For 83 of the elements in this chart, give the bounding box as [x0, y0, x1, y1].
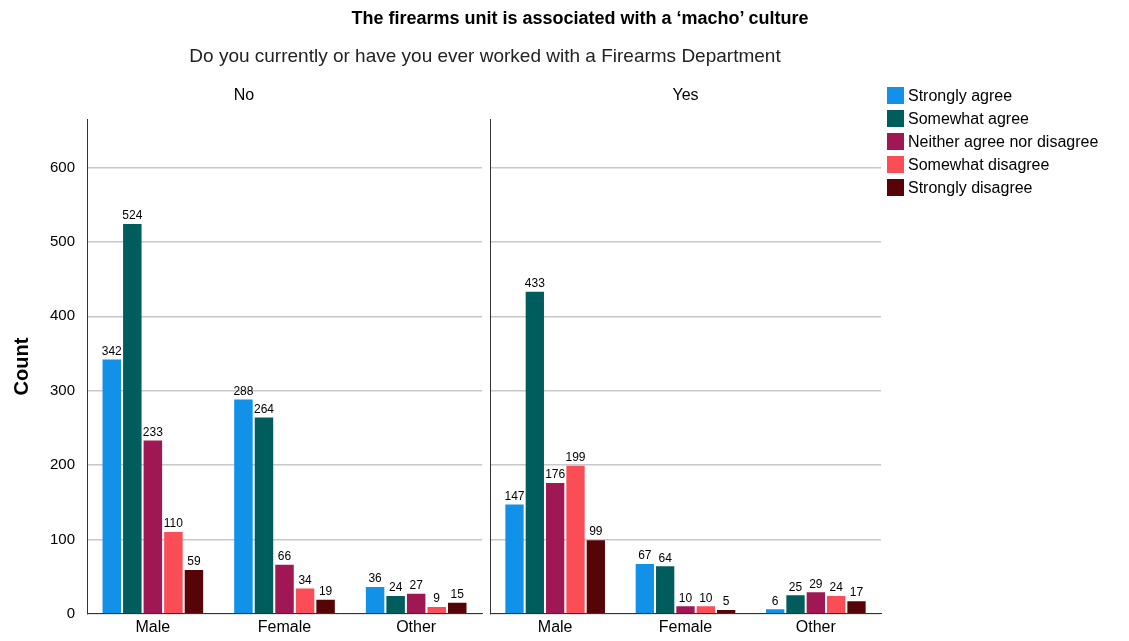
text: Do you currently or have you ever worked with a Firearms Department [188, 45, 782, 67]
data-label: 36 [368, 571, 383, 586]
bar [847, 601, 866, 614]
bar [275, 564, 294, 614]
data-label: 6 [771, 593, 779, 608]
data-label: 15 [450, 586, 465, 601]
data-label: 433 [524, 276, 546, 291]
data-label: 5 [722, 594, 730, 609]
data-label: 24 [829, 580, 844, 595]
bar [365, 587, 385, 614]
data-label: 34 [298, 572, 313, 587]
bar [827, 595, 846, 614]
bar [696, 606, 715, 614]
x-tick-label: Female [658, 617, 713, 635]
x-tick-label: Female [257, 617, 312, 635]
bar [656, 566, 675, 614]
x-tick-label: Male [537, 617, 573, 635]
data-label: 19 [318, 583, 333, 598]
y-tick-label: 400 [50, 306, 76, 324]
data-label: 99 [589, 524, 603, 539]
data-label: 288 [233, 383, 254, 398]
bar [546, 482, 565, 614]
y-tick-label: 500 [50, 232, 76, 250]
bar [505, 504, 524, 614]
data-label: 342 [101, 343, 123, 358]
data-label: 67 [638, 548, 652, 563]
data-label: 264 [253, 401, 275, 416]
bar [676, 606, 695, 614]
bar [295, 588, 315, 614]
chart-title: Yes [672, 86, 699, 104]
bar [635, 563, 654, 614]
bar [143, 440, 163, 614]
bar [786, 595, 805, 614]
bar [448, 602, 467, 614]
bar [102, 359, 122, 614]
bar [234, 399, 253, 614]
bar [254, 417, 274, 614]
data-label: 59 [187, 554, 201, 569]
x-tick-label: Other [396, 617, 437, 635]
bar [427, 607, 446, 614]
bar [766, 609, 785, 614]
data-label: 524 [122, 208, 143, 223]
data-label: 110 [163, 516, 184, 531]
bar [566, 465, 585, 614]
bar [164, 531, 183, 614]
data-label: 27 [409, 578, 424, 593]
data-label: 66 [277, 549, 292, 564]
legend-label: Strongly agree [908, 86, 1013, 106]
data-label: 9 [433, 591, 441, 606]
bar [717, 610, 736, 614]
bar [386, 595, 405, 614]
data-label: 29 [809, 576, 823, 591]
y-tick-label: 300 [50, 380, 76, 398]
legend-label: Somewhat disagree [908, 155, 1050, 175]
bar [123, 224, 142, 614]
x-tick-label: Male [135, 617, 171, 635]
bar [406, 593, 426, 614]
y-tick-label: 600 [50, 157, 76, 175]
y-tick-label: 200 [50, 455, 76, 473]
data-label: 233 [142, 424, 164, 439]
data-label: 10 [678, 590, 693, 605]
data-label: 147 [504, 488, 525, 503]
y-tick-label: 100 [50, 529, 76, 547]
x-tick-label: Other [795, 617, 837, 635]
y-axis-title: Count [9, 337, 32, 396]
data-label: 176 [545, 467, 566, 482]
data-label: 64 [658, 550, 673, 565]
legend-label: Neither agree nor disagree [908, 132, 1099, 152]
bar [316, 599, 335, 614]
bar [806, 592, 825, 614]
data-label: 199 [565, 450, 586, 465]
data-label: 24 [388, 580, 403, 595]
y-tick-label: 0 [66, 603, 76, 621]
chart-title: No [233, 86, 255, 104]
data-label: 10 [699, 590, 713, 605]
bar [525, 291, 544, 614]
legend-label: Strongly disagree [908, 178, 1033, 198]
data-label: 25 [788, 579, 803, 594]
bar [586, 540, 605, 614]
bar [184, 569, 204, 614]
data-label: 17 [849, 585, 864, 600]
legend-label: Somewhat agree [908, 109, 1029, 129]
text: The firearms unit is associated with a ‘macho’ culture [350, 8, 810, 29]
